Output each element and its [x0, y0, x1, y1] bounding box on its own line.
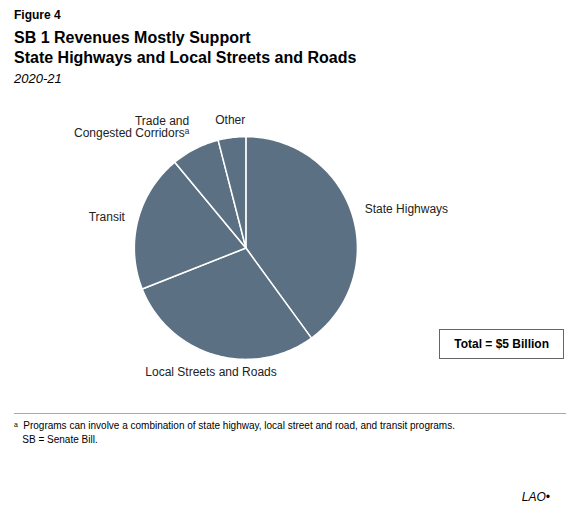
- html-text:Figure 4: Figure 4: [14, 8, 61, 22]
- html-text:SB 1 Revenues Mostly Support S: SB 1 Revenues Mostly Support State Highw…: [14, 29, 357, 66]
- svg-text:Trade andCongested Corridorsᵃ: Trade andCongested Corridorsᵃ: [74, 114, 190, 140]
- svg-text:Other: Other: [215, 113, 245, 127]
- svg-text:State Highways: State Highways: [365, 202, 448, 216]
- svg-text:Transit: Transit: [89, 210, 126, 224]
- html-text:Total = $5 Billion: Total = $5 Billion: [454, 337, 549, 351]
- html-text:ᵃ Programs can involve a combi: ᵃ Programs can involve a combination of …: [14, 420, 455, 431]
- html-text:2020-21: 2020-21: [14, 71, 62, 86]
- html-text:SB = Senate Bill.: SB = Senate Bill.: [14, 434, 98, 445]
- html-text:LAO•: LAO•: [521, 490, 550, 504]
- svg-text:Local Streets and Roads: Local Streets and Roads: [145, 365, 276, 379]
